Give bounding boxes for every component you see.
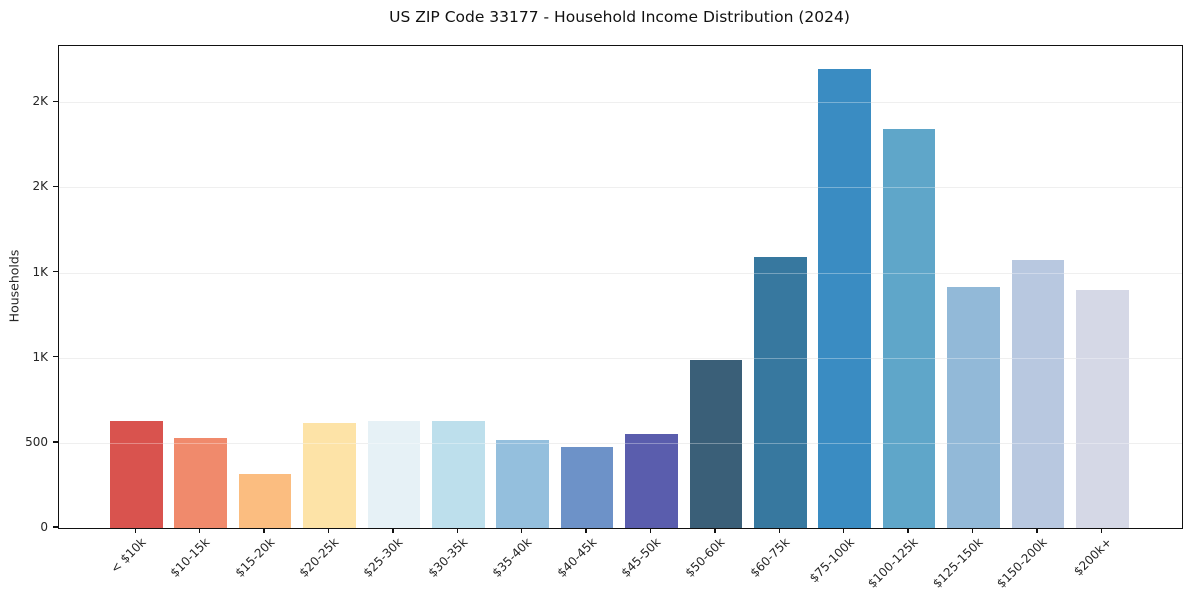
bar-$200k+ (1076, 289, 1129, 528)
x-tick-label-text: $40-45k (554, 535, 599, 580)
bar-$125-150k (947, 287, 1000, 528)
x-tick-mark (714, 528, 716, 533)
y-tick-label: 0 (40, 520, 48, 534)
x-tick-mark (456, 528, 458, 533)
bar-$50-60k (689, 360, 743, 528)
y-tick-label: 1K (32, 349, 48, 364)
bar-$10-15k (174, 437, 227, 528)
y-tick-mark (53, 185, 58, 188)
bar-$150-200k (1011, 259, 1065, 528)
bar-$35-40k (496, 440, 549, 528)
bar-$15-20k (238, 473, 292, 528)
x-tick-mark (263, 528, 265, 533)
bar-$40-45k (560, 447, 614, 528)
x-tick-mark (971, 528, 974, 533)
x-tick-label-text: $75-100k (806, 535, 857, 586)
x-tick-label-text: $200k+ (1070, 535, 1115, 579)
gridline (59, 102, 1182, 104)
x-tick-mark (585, 528, 587, 533)
x-tick-label-text: $125-150k (929, 535, 986, 590)
x-tick-label-text: $20-25k (296, 535, 342, 580)
y-tick-mark (53, 441, 58, 443)
x-tick-label-text: $150-200k (994, 535, 1050, 590)
gridline-overlay (59, 442, 1182, 444)
gridline-overlay (59, 102, 1182, 104)
gridline-overlay (59, 357, 1182, 359)
x-tick-label-text: $45-50k (618, 535, 664, 580)
y-tick-mark (53, 270, 58, 273)
x-tick-label-text: $10-15k (167, 535, 213, 580)
gridline-overlay (59, 187, 1182, 189)
bar-< $10k (110, 420, 163, 528)
y-tick-label: 2K (32, 94, 48, 109)
x-tick-label-text: $50-60k (682, 535, 728, 580)
x-tick-mark (907, 528, 909, 533)
x-tick-label-text: $60-75k (747, 535, 793, 580)
gridline (59, 187, 1182, 189)
x-tick-label-text: $15-20k (232, 535, 277, 580)
x-tick-mark (327, 528, 330, 533)
gridline (59, 272, 1182, 274)
x-tick-mark (198, 528, 201, 533)
x-tick-mark (1036, 528, 1038, 533)
x-tick-label-text: $30-35k (425, 535, 471, 580)
x-tick-mark (778, 528, 780, 533)
bar-$30-35k (432, 420, 485, 528)
x-tick-mark (134, 528, 136, 533)
x-tick-mark (842, 528, 845, 533)
x-tick-label-text: $35-40k (489, 535, 535, 580)
bar-$45-50k (625, 434, 678, 528)
x-tick-label-text: < $10k (107, 535, 149, 576)
x-tick-mark (392, 528, 394, 533)
bar-$25-30k (367, 420, 421, 528)
gridline (59, 357, 1182, 359)
x-tick-mark (1100, 528, 1102, 533)
chart-title: US ZIP Code 33177 - Household Income Dis… (389, 8, 850, 26)
plot-area (58, 45, 1183, 529)
gridline-overlay (59, 272, 1182, 274)
y-tick-mark (53, 526, 58, 528)
bar-$75-100k (818, 69, 871, 528)
bar-$20-25k (303, 423, 356, 528)
bar-$60-75k (754, 257, 807, 528)
y-tick-label: 500 (25, 434, 48, 449)
gridline (59, 442, 1182, 444)
y-axis-label: Households (6, 249, 22, 323)
x-tick-mark (520, 528, 523, 533)
x-tick-label-text: $25-30k (360, 535, 406, 580)
x-tick-mark (649, 528, 652, 533)
y-tick-mark (53, 100, 58, 102)
x-tick-label-text: $100-125k (865, 535, 921, 590)
bar-$100-125k (882, 128, 936, 528)
y-tick-mark (53, 355, 58, 358)
y-tick-label: 1K (32, 264, 48, 279)
y-tick-label: 2K (32, 179, 48, 194)
